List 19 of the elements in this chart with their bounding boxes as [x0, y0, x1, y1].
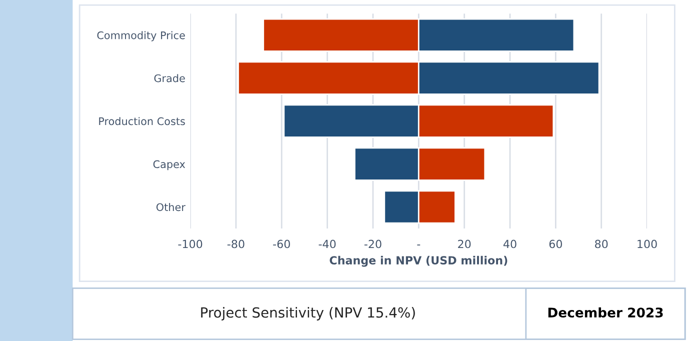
text: Project Sensitivity (NPV 15.4%) — [201, 307, 415, 320]
x-tick-label: -60 — [273, 240, 290, 248]
x-tick-label: 100 — [638, 240, 657, 248]
x-tick-label: 40 — [503, 240, 516, 248]
x-tick-label: 20 — [458, 240, 471, 248]
y-tick-label: Production Costs — [99, 117, 185, 126]
x-tick-label: -40 — [318, 240, 336, 248]
x-tick-label: -20 — [364, 240, 382, 248]
y-tick-label: Capex — [153, 160, 186, 170]
x-tick-label: -100 — [178, 240, 202, 248]
x-tick-label: - — [417, 244, 420, 246]
x-axis-title: Change in NPV (USD million) — [330, 256, 508, 267]
text: December 2023 — [548, 307, 663, 318]
y-tick-label: Commodity Price — [97, 31, 185, 42]
y-tick-label: Other — [156, 203, 186, 212]
x-tick-label: 80 — [595, 240, 608, 248]
x-tick-label: -80 — [227, 240, 244, 248]
x-tick-label: 60 — [549, 240, 562, 248]
y-tick-label: Grade — [154, 74, 185, 82]
